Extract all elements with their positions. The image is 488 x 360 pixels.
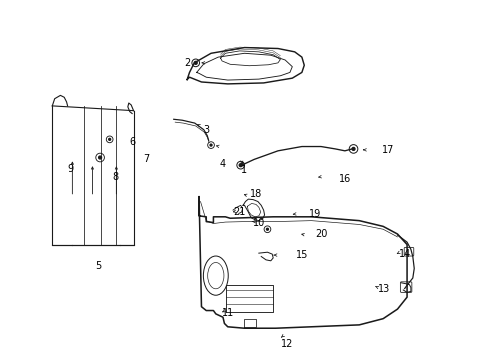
Text: 3: 3 [203,125,209,135]
Text: 15: 15 [295,250,307,260]
Text: 13: 13 [377,284,389,293]
Circle shape [266,228,268,230]
Text: 17: 17 [381,145,393,155]
Circle shape [108,138,110,140]
Text: 5: 5 [95,261,102,271]
Text: 12: 12 [281,338,293,348]
Text: 1: 1 [241,166,247,175]
Text: 4: 4 [220,159,225,169]
Circle shape [194,62,197,64]
Text: 2: 2 [183,58,190,68]
Text: 9: 9 [67,164,73,174]
Text: 8: 8 [112,172,118,182]
Text: 11: 11 [221,309,233,318]
Text: 18: 18 [250,189,262,199]
Text: 6: 6 [129,137,135,147]
Circle shape [99,156,102,159]
Circle shape [239,164,242,167]
Text: 21: 21 [233,207,245,217]
Circle shape [351,148,354,150]
Text: 14: 14 [398,249,410,259]
Text: 10: 10 [252,218,264,228]
Text: 7: 7 [143,154,149,165]
Text: 16: 16 [338,174,350,184]
Text: 20: 20 [314,229,326,239]
Text: 19: 19 [308,210,321,220]
Circle shape [210,144,212,146]
